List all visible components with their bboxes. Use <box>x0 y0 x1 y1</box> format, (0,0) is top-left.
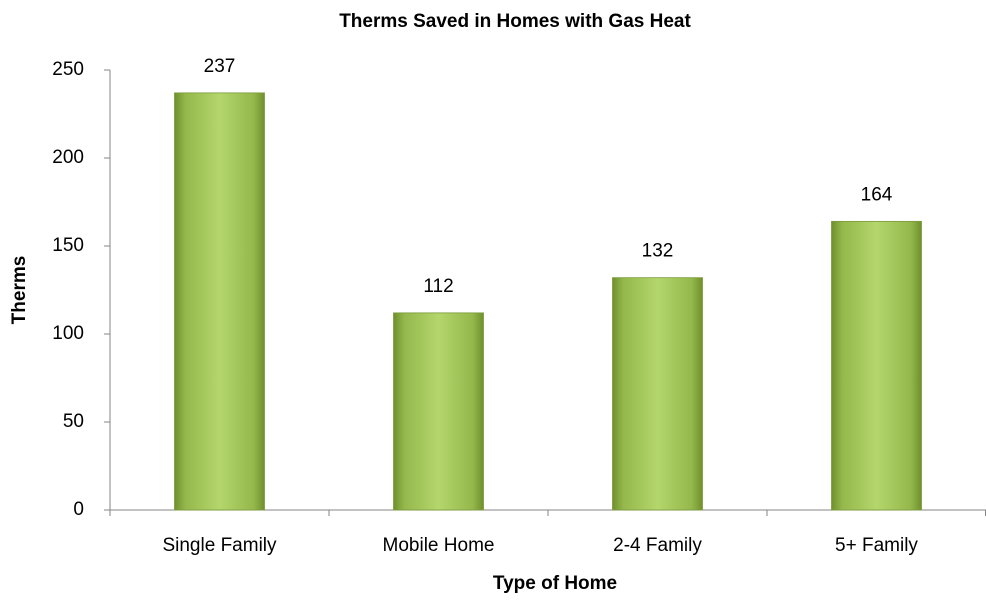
data-label: 132 <box>642 241 674 262</box>
bar <box>174 92 265 511</box>
y-tick-label: 200 <box>52 147 84 168</box>
y-tick-label: 0 <box>73 499 84 520</box>
y-tick-label: 100 <box>52 323 84 344</box>
x-tick-label: 5+ Family <box>835 535 918 556</box>
y-tick-label: 50 <box>63 411 84 432</box>
y-axis-title: Therms <box>9 256 30 325</box>
bar <box>612 277 703 511</box>
x-tick-label: Mobile Home <box>383 535 495 556</box>
data-label: 112 <box>423 276 453 297</box>
x-tick-label: Single Family <box>162 535 277 556</box>
bar <box>393 312 484 511</box>
data-label: 237 <box>204 56 236 77</box>
x-axis-title: Type of Home <box>493 573 617 594</box>
y-tick-label: 250 <box>52 59 84 80</box>
chart-title: Therms Saved in Homes with Gas Heat <box>339 11 691 32</box>
x-tick-label: 2-4 Family <box>613 535 702 556</box>
bar <box>831 220 922 511</box>
data-label: 164 <box>861 184 893 205</box>
y-tick-label: 150 <box>52 235 84 256</box>
